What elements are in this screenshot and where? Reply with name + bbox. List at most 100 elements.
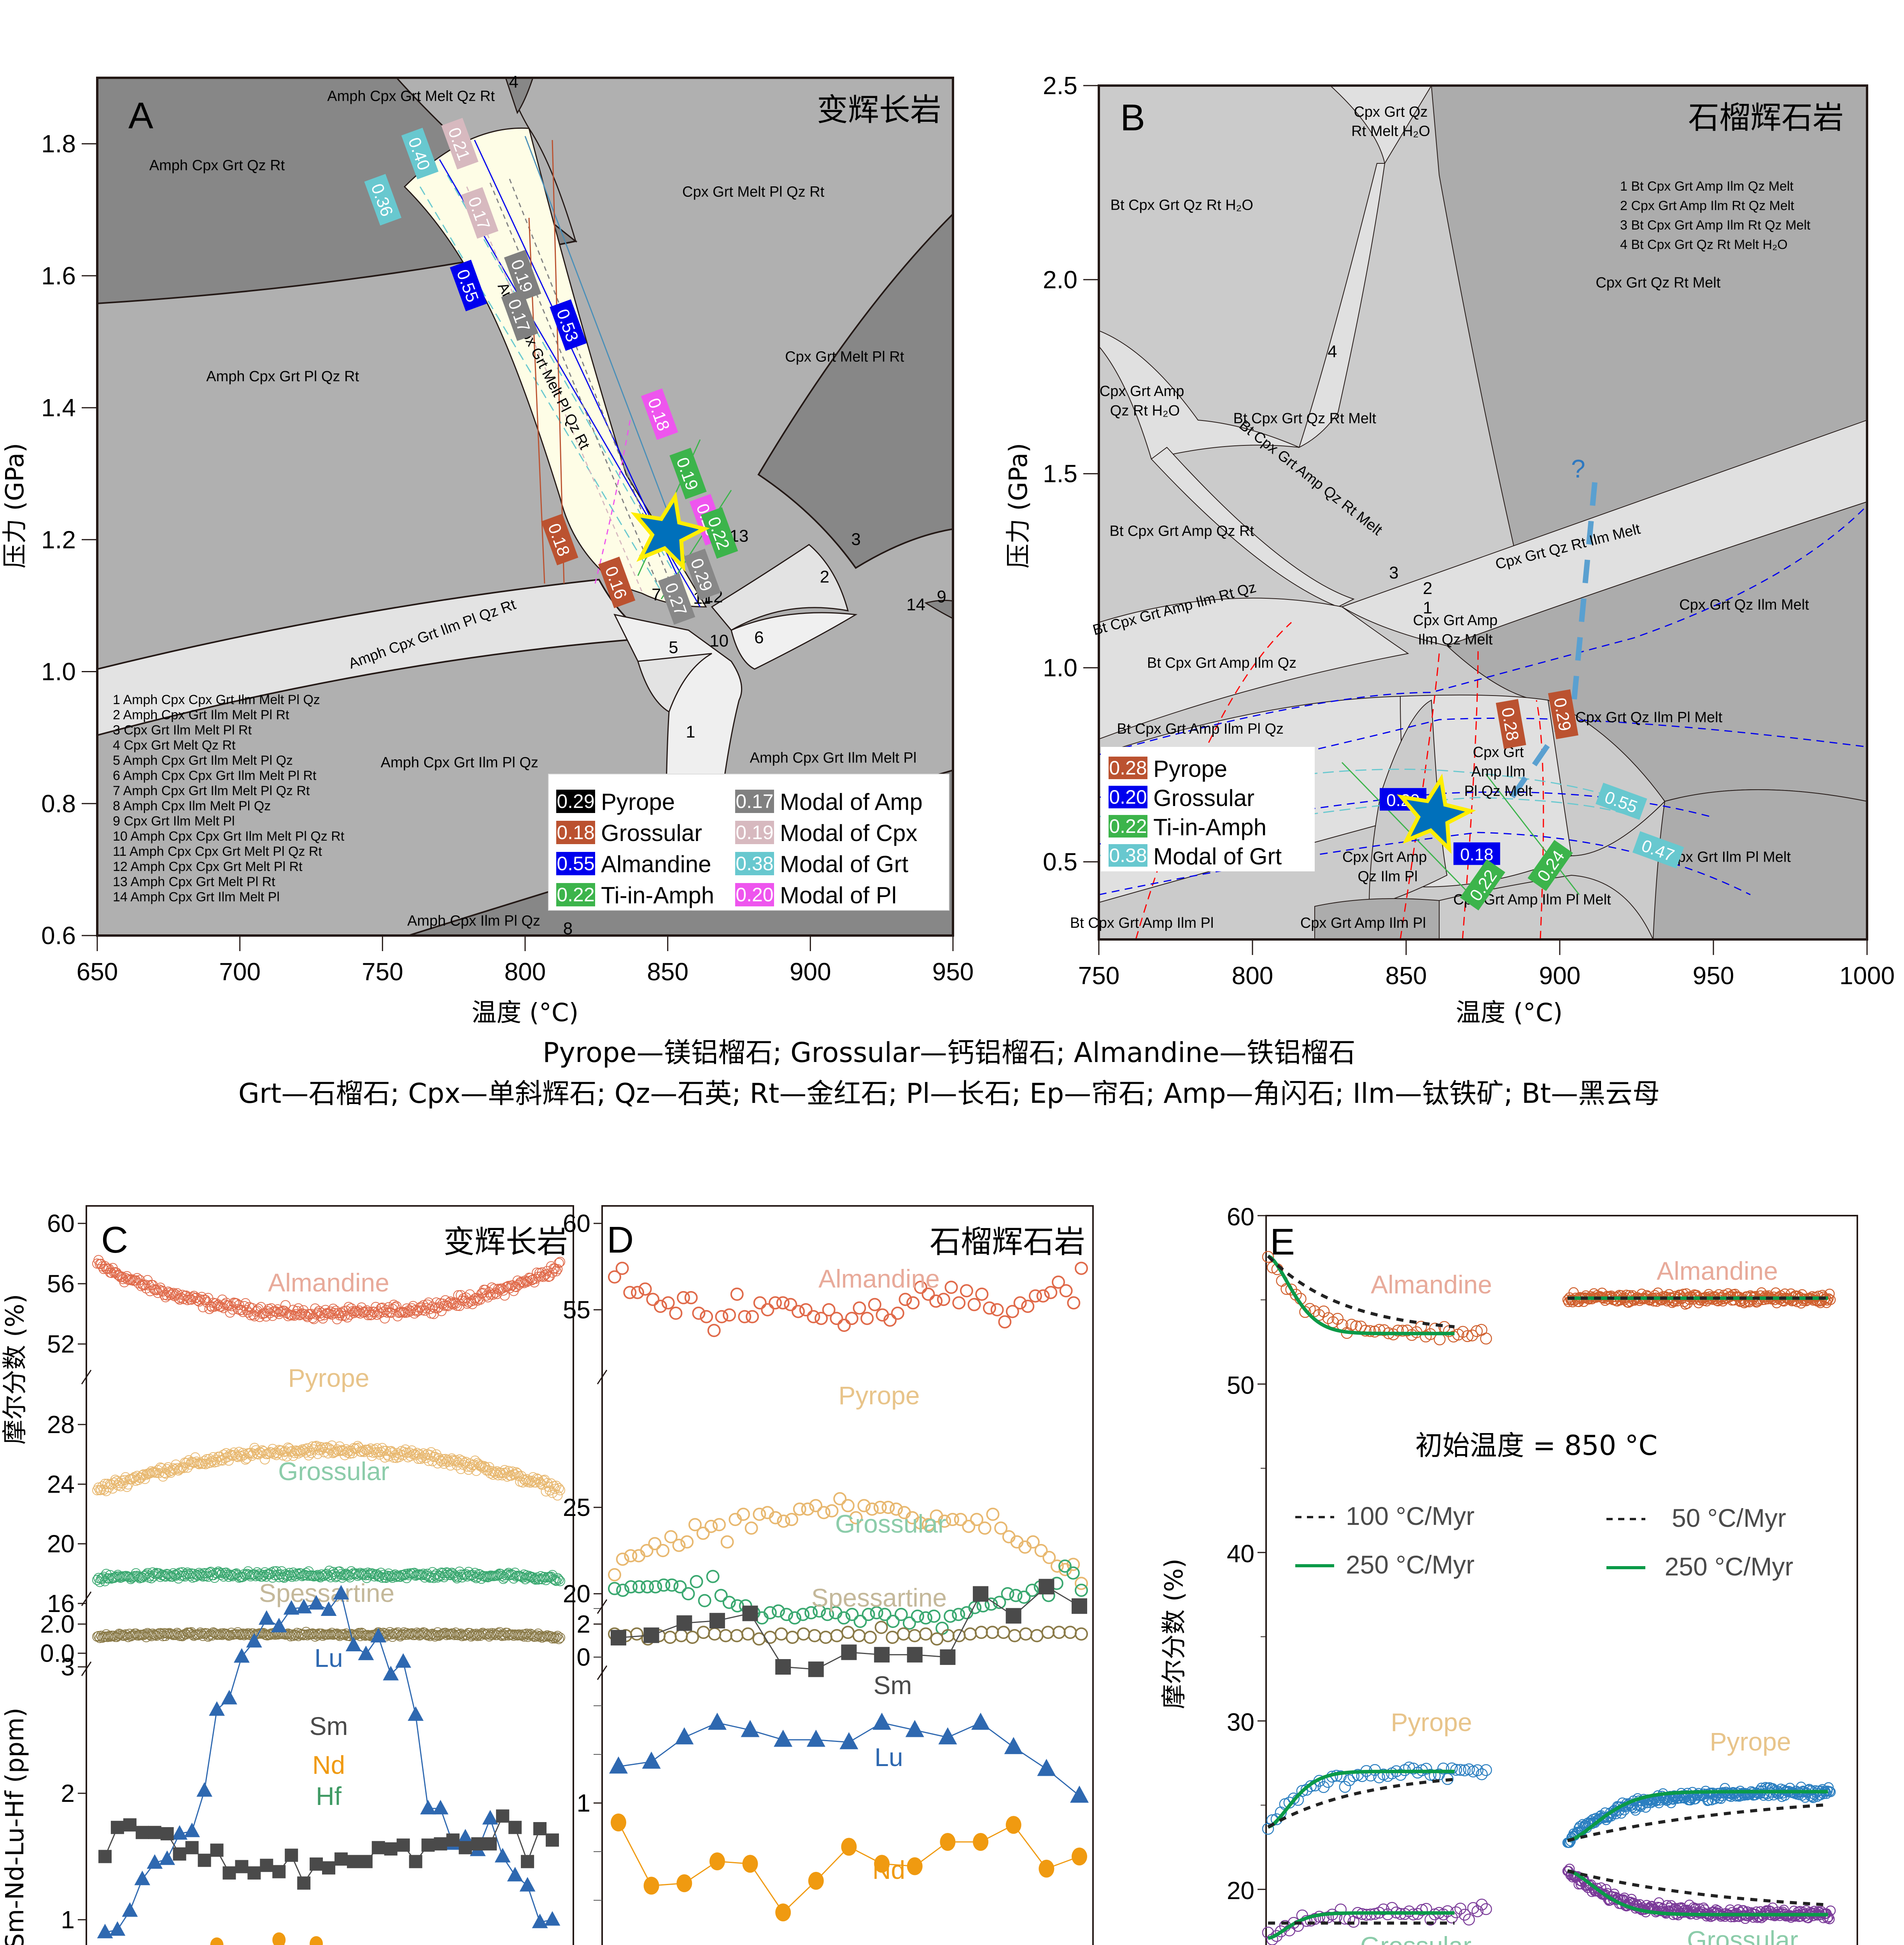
marker-square — [676, 1615, 692, 1631]
field-label: Bt Cpx Grt Qz Rt Melt — [1233, 410, 1377, 427]
data-point — [248, 1448, 259, 1459]
data-point — [1466, 1329, 1478, 1342]
data-point — [551, 1632, 562, 1642]
caption-line-2: Grt—石榴石; Cpx—单斜辉石; Qz—石英; Rt—金红石; Pl—长石;… — [238, 1078, 1660, 1109]
data-point — [744, 1521, 758, 1535]
data-point — [555, 1485, 565, 1495]
data-point — [467, 1570, 478, 1580]
data-point — [1359, 1325, 1372, 1337]
field-label: Cpx Grt Ilm Pl Melt — [1667, 849, 1791, 865]
series-pyrope — [608, 1492, 1088, 1590]
data-point — [801, 1502, 814, 1516]
isopleth-label-box — [461, 187, 499, 239]
data-point — [720, 1535, 734, 1549]
data-point — [1028, 1289, 1042, 1303]
series-sm — [98, 1809, 559, 1890]
isopleth-label-box — [541, 513, 578, 566]
isopleth-label-ti_in_amph: 0.22 — [701, 507, 738, 559]
field-number: 3 — [851, 530, 860, 549]
panel-a-star-marker — [631, 491, 710, 572]
data-point — [485, 1289, 496, 1300]
data-point — [706, 1570, 720, 1583]
data-point — [954, 1513, 967, 1526]
data-point — [1339, 1781, 1351, 1793]
data-point — [436, 1306, 447, 1316]
data-point — [624, 1549, 638, 1563]
data-point — [860, 1312, 874, 1325]
field-label: Qz Rt H₂O — [1110, 403, 1180, 419]
data-point — [254, 1312, 265, 1322]
data-point — [873, 1501, 887, 1514]
data-point — [161, 1464, 172, 1474]
series-almandine — [92, 1255, 565, 1325]
data-point — [555, 1632, 565, 1643]
field-label: Cpx Grt Qz — [1354, 104, 1428, 120]
data-point — [849, 1511, 863, 1524]
data-point — [269, 1566, 279, 1577]
field-label: Cpx Grt Qz Rt Melt — [1596, 275, 1720, 291]
y-tick-label: 1.8 — [41, 130, 76, 158]
model-curve-dashed — [1267, 1778, 1455, 1829]
data-point — [935, 1621, 949, 1635]
series-line — [618, 1822, 1080, 1913]
legend-label: Modal of Grt — [780, 851, 908, 877]
marker-triangle-up — [482, 1810, 498, 1825]
marker-circle — [775, 1903, 791, 1922]
data-point — [1067, 1558, 1080, 1571]
y-tick-label: 1.6 — [41, 262, 76, 290]
legend-swatch-value: 0.19 — [736, 822, 773, 843]
isopleth-label-box — [598, 556, 636, 608]
data-point — [967, 1298, 981, 1311]
data-point — [1745, 1290, 1756, 1301]
legend-label: Grossular — [1153, 785, 1254, 811]
marker-square — [110, 1821, 124, 1834]
data-point — [822, 1303, 836, 1316]
data-point — [664, 1530, 678, 1544]
data-point — [883, 1313, 897, 1327]
data-point — [552, 1264, 563, 1274]
legend-label: Modal of Cpx — [780, 820, 918, 846]
marker-triangle-up — [383, 1666, 399, 1680]
marker-square — [210, 1843, 224, 1857]
data-point — [1420, 1763, 1432, 1775]
data-point — [1058, 1559, 1072, 1573]
panel-a-assemblage-list: 1 Amph Cpx Cpx Grt Ilm Melt Pl Qz2 Amph … — [113, 692, 345, 904]
legend-swatch-value: 0.20 — [1109, 786, 1147, 808]
data-point — [919, 1611, 932, 1625]
marker-square — [322, 1861, 335, 1875]
legend-swatch-value: 0.28 — [1109, 757, 1147, 779]
series-label: Lu — [314, 1644, 343, 1672]
series-label: Grossular — [835, 1509, 946, 1538]
data-point — [409, 1630, 420, 1640]
panel-c-plot: 525660162024280.02.00123AlmandinePyropeG… — [40, 1209, 565, 1945]
x-tick-label: 800 — [1232, 962, 1273, 990]
data-point — [325, 1572, 336, 1582]
data-point — [294, 1446, 305, 1456]
data-point — [712, 1518, 726, 1531]
data-point — [1066, 1566, 1080, 1580]
y-tick-label: 60 — [1227, 1203, 1254, 1231]
marker-triangle-up — [519, 1877, 536, 1892]
marker-square — [1039, 1579, 1054, 1595]
data-point — [468, 1295, 479, 1306]
data-point — [1590, 1817, 1600, 1828]
assemblage-list-item: 8 Amph Cpx Ilm Melt Pl Qz — [113, 799, 271, 813]
data-point — [663, 1631, 677, 1644]
data-point — [908, 1629, 921, 1642]
field-label: Cpx Grt — [1473, 744, 1524, 760]
data-point — [1322, 1312, 1335, 1324]
data-point — [552, 1573, 563, 1583]
isopleth-label-pyrope_B: 0.29 — [1548, 689, 1578, 739]
data-point — [1461, 1330, 1474, 1342]
isopleth-label-box — [658, 573, 695, 625]
data-point — [181, 1290, 191, 1301]
data-point — [1262, 1251, 1274, 1263]
data-point — [641, 1580, 654, 1594]
data-point — [930, 1632, 944, 1646]
data-point — [1824, 1914, 1835, 1924]
data-point — [690, 1575, 703, 1588]
data-point — [194, 1568, 204, 1578]
data-point — [864, 1631, 877, 1644]
marker-square — [98, 1850, 112, 1863]
data-point — [696, 1526, 710, 1540]
